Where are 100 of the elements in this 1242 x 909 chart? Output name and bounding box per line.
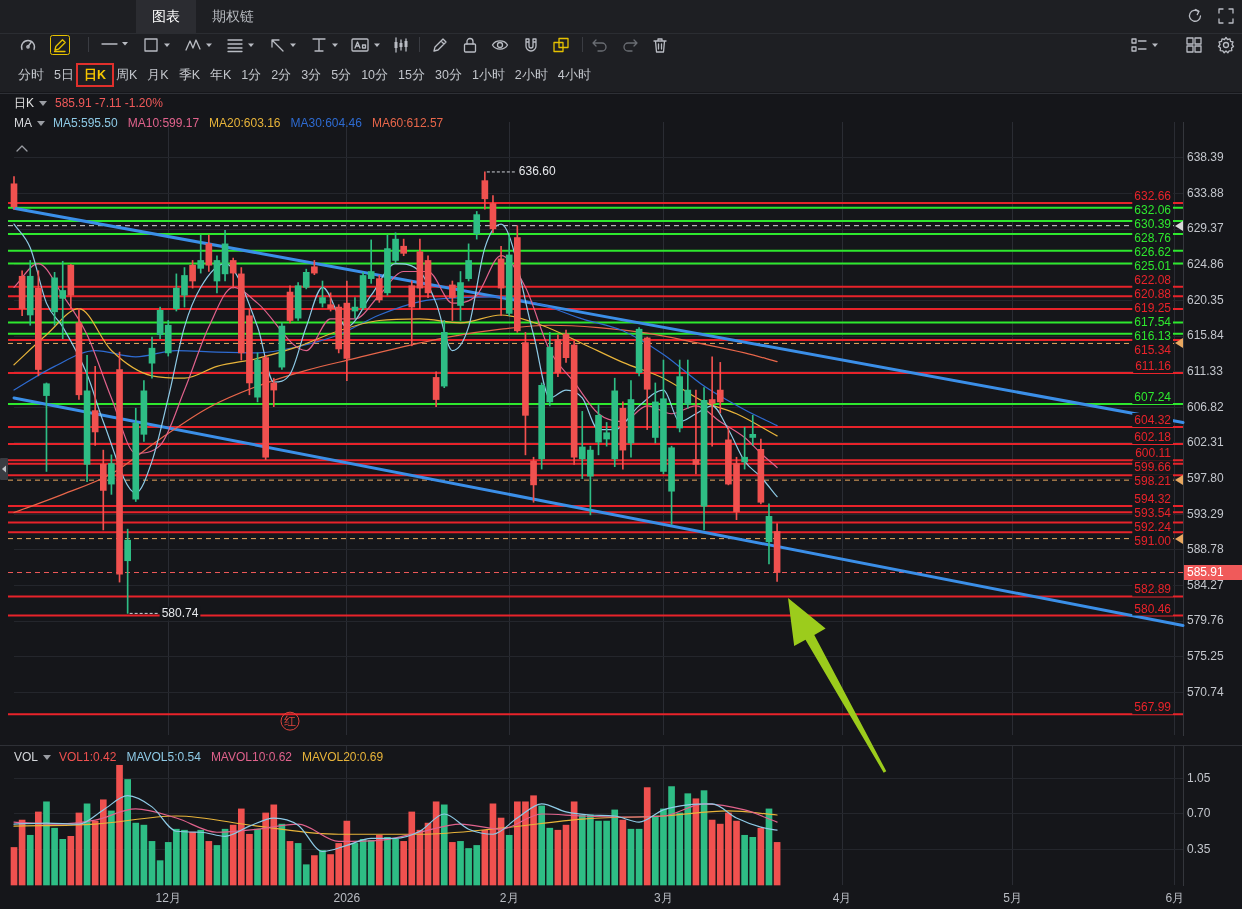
bar [375,834,383,886]
text: 周K [115,67,138,84]
bar [189,831,196,886]
text: 30分 [434,67,462,84]
y-tick-label: 593.29 [1187,506,1225,521]
ref-line-label: 592.24 [1134,520,1172,535]
y-tick-label: 1.05 [1187,770,1211,785]
text: 10分 [361,67,389,84]
text: MAVOL5:0.54 [126,750,201,764]
line-series [13,324,778,514]
text: MAVOL20:0.69 [302,750,384,764]
ref-line-label: 630.39 [1134,217,1172,232]
ref-line-label: 580.46 [1134,601,1172,616]
series-label: VOL1:0.42 [59,750,117,764]
y-tick-label: 611.33 [1187,363,1224,378]
ref-line-label: 632.06 [1134,203,1172,218]
text: MA60:612.57 [371,116,444,130]
bar [26,834,34,886]
bar [319,850,326,886]
text: MA20:603.16 [209,116,281,130]
text: 3分 [301,67,322,84]
candlestick [708,356,716,447]
text: 5日 [54,67,74,84]
y-tick-label: 597.80 [1187,470,1225,485]
x-tick-label: 4月 [832,890,852,905]
y-tick-label: 588.78 [1187,542,1225,557]
y-tick-label: 638.39 [1187,150,1225,165]
annotation: 636.60 [518,164,556,179]
ref-line-label: 607.24 [1134,389,1172,404]
ref-line-label: 619.25 [1134,301,1172,316]
bar [302,864,310,886]
ref-line-label: 585.91 [1187,564,1225,579]
text: 15分 [398,67,425,84]
x-tick-label: 3月 [654,890,673,905]
y-tick-label: 633.88 [1187,185,1225,200]
ref-line-label: 582.89 [1134,582,1172,597]
text: 月K [147,67,169,84]
x-tick-label: 12月 [155,890,181,905]
ref-line-label: 598.21 [1134,474,1172,489]
annotation: 580.74 [161,605,199,620]
ref-line-label: 594.32 [1134,492,1172,507]
ref-line-label: 599.66 [1134,460,1172,475]
y-tick-label: 629.37 [1187,221,1225,236]
text: 2小时 [514,67,548,84]
ref-line-label: 604.32 [1134,413,1172,428]
text: 2分 [271,67,292,84]
bar [156,860,164,886]
bar [197,829,205,886]
y-tick-label: 0.70 [1187,806,1211,821]
text: 5分 [331,67,352,84]
y-tick-label: 624.86 [1187,257,1225,272]
bar [311,855,318,886]
ref-line-label: 616.13 [1134,329,1172,344]
x-tick-label: 2月 [499,890,519,905]
bar [213,845,221,886]
bar [10,847,18,886]
line-series [13,223,778,498]
ref-line-label: 617.54 [1134,315,1172,330]
ref-line-label: 615.34 [1134,343,1172,358]
bar [773,842,781,886]
ref-line-label: 622.08 [1134,273,1172,288]
bar [505,834,513,886]
bar [294,843,302,886]
y-tick-label: 570.74 [1187,684,1225,699]
bar [116,764,123,886]
ref-line-label: 628.76 [1134,231,1172,246]
text: 季K [178,67,201,84]
candlestick [197,234,205,274]
line-series [13,308,778,437]
legend-title: VOL [14,750,39,764]
bar [35,811,42,886]
series-label: 红 [284,713,297,728]
ref-line-label: 626.62 [1134,245,1172,260]
bar [367,840,375,886]
bar [254,828,261,886]
ref-line-label: 620.88 [1134,287,1172,302]
ref-line-label: 593.54 [1134,506,1172,521]
line-series [13,803,778,842]
text: MA5:595.50 [53,116,118,130]
ref-line-label: 611.16 [1135,358,1172,373]
y-tick-label: 584.27 [1187,577,1225,592]
ref-line-label: 567.99 [1134,700,1172,715]
text: 图表 [136,0,196,33]
y-tick-label: 579.76 [1187,613,1225,628]
text: MA10:599.17 [127,116,200,130]
bar [67,835,75,886]
line-series [13,795,778,853]
line-series [13,255,778,469]
y-tick-label: 620.35 [1187,292,1225,307]
bar [440,804,448,886]
bar [108,810,115,886]
legend-title: MA [14,116,32,130]
x-tick-label: 6月 [1165,890,1185,905]
ref-line-label: 600.11 [1135,446,1172,461]
bar [449,842,456,886]
y-tick-label: 602.31 [1187,435,1225,450]
candlestick [749,415,757,446]
text: MA30:604.46 [290,116,362,130]
text: 1分 [241,67,262,84]
ref-line-label: 625.01 [1134,259,1172,274]
